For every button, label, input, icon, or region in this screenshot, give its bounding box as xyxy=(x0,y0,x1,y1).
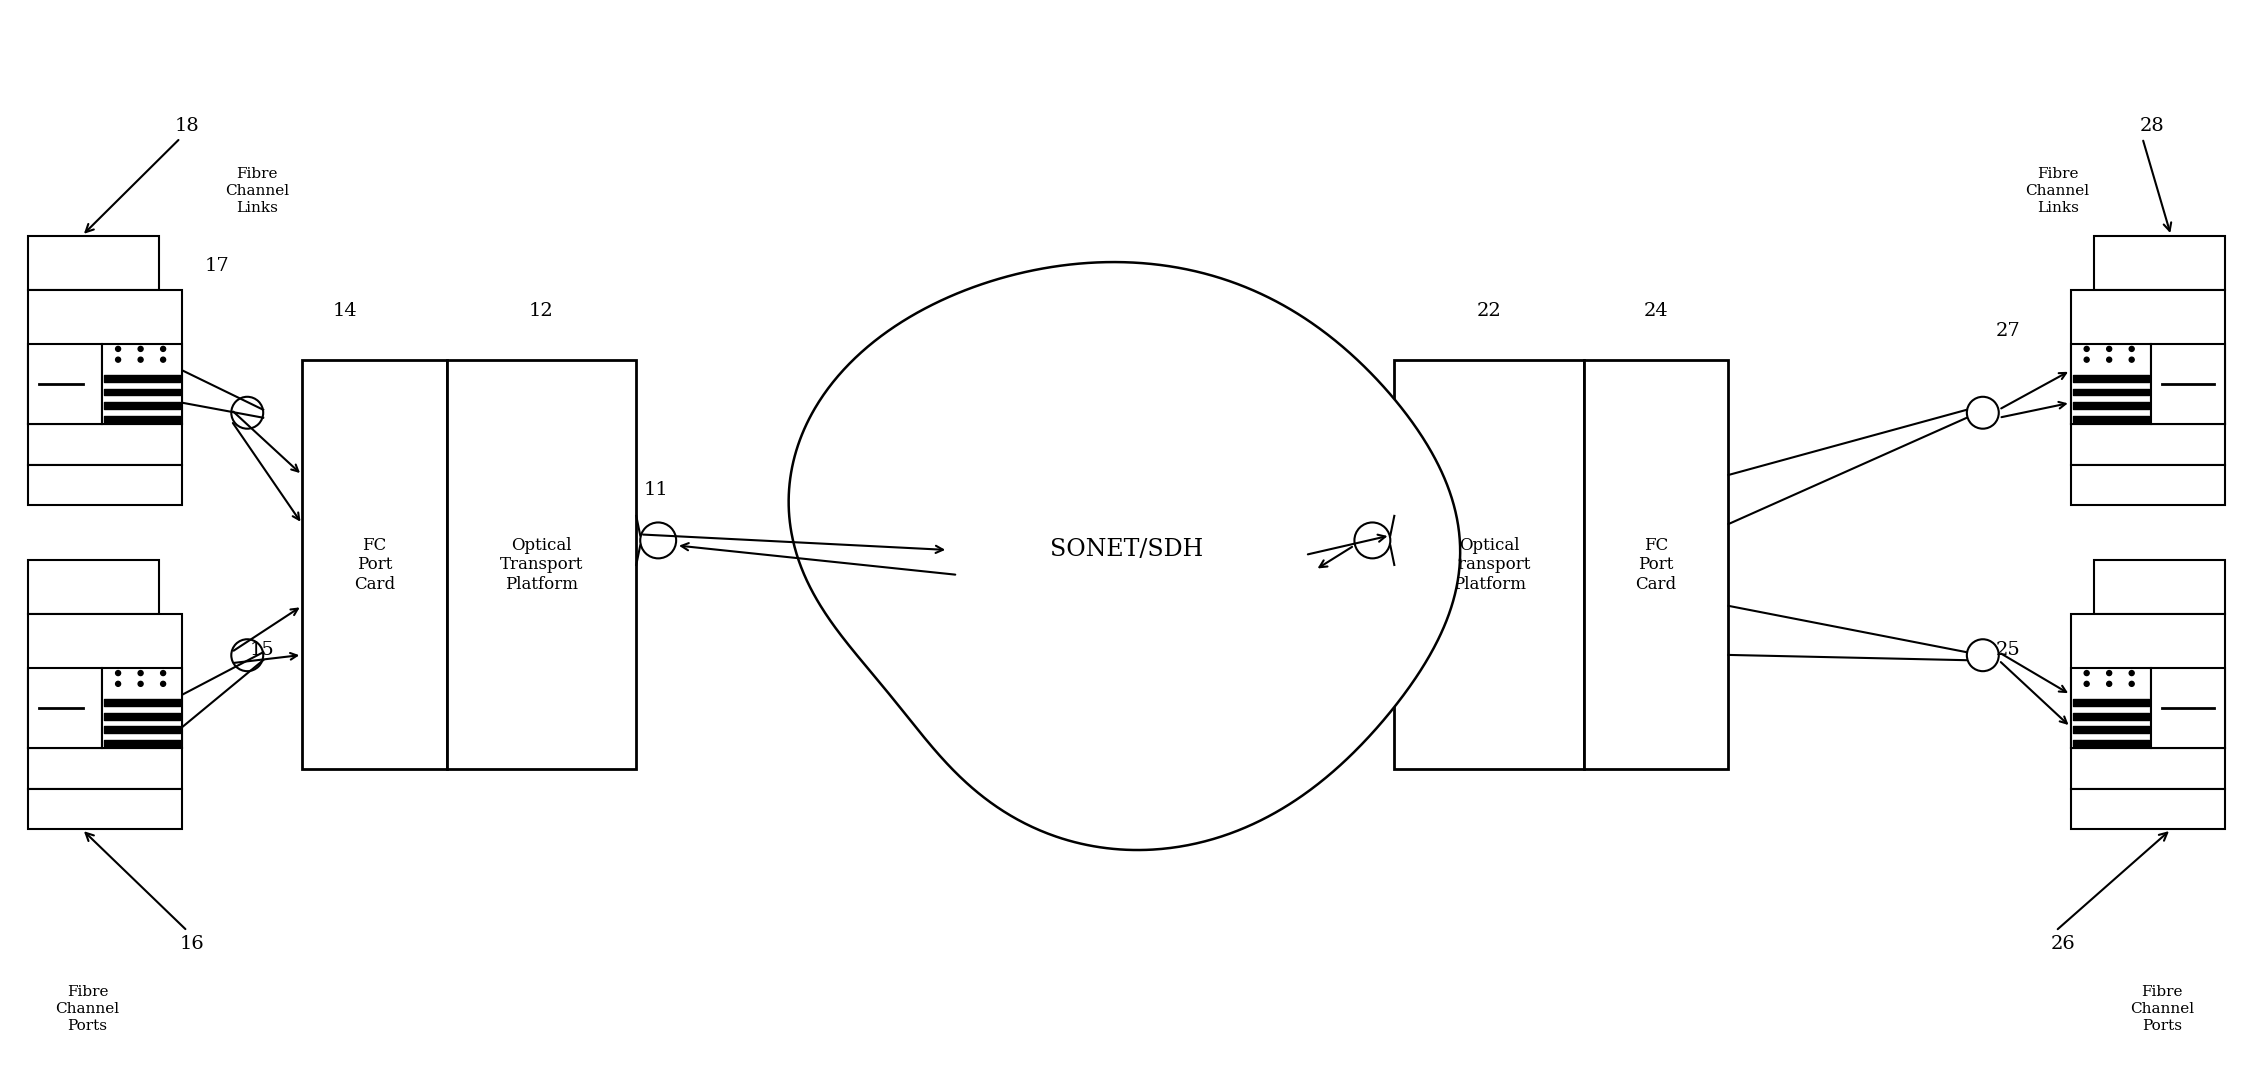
Bar xyxy=(27,424,182,464)
Text: 22: 22 xyxy=(1476,302,1500,319)
Bar xyxy=(2071,614,2226,749)
Bar xyxy=(27,668,101,749)
Bar xyxy=(2071,343,2152,424)
Circle shape xyxy=(115,358,122,362)
Text: 17: 17 xyxy=(205,257,230,275)
Bar xyxy=(27,614,182,749)
Text: 12: 12 xyxy=(529,302,554,319)
Bar xyxy=(446,361,635,770)
Bar xyxy=(2071,424,2226,464)
Bar xyxy=(2071,749,2226,789)
Bar xyxy=(101,668,182,749)
Polygon shape xyxy=(789,262,1460,850)
Text: FC
Port
Card: FC Port Card xyxy=(354,537,394,593)
Circle shape xyxy=(115,347,122,351)
Text: Optical
Transport
Platform: Optical Transport Platform xyxy=(1446,537,1530,593)
Text: FC
Port
Card: FC Port Card xyxy=(1636,537,1676,593)
Bar xyxy=(2071,668,2152,749)
Circle shape xyxy=(160,358,167,362)
Text: 18: 18 xyxy=(176,117,201,135)
Bar xyxy=(2071,789,2226,829)
Circle shape xyxy=(2107,670,2111,676)
Text: 15: 15 xyxy=(250,641,275,658)
Bar xyxy=(2093,235,2226,290)
Bar xyxy=(27,464,182,505)
Bar xyxy=(27,343,101,424)
Text: 26: 26 xyxy=(2050,935,2075,953)
Text: 25: 25 xyxy=(1996,641,2021,658)
Circle shape xyxy=(160,347,167,351)
Text: 14: 14 xyxy=(333,302,358,319)
Text: SONET/SDH: SONET/SDH xyxy=(1050,538,1203,561)
Circle shape xyxy=(115,681,122,687)
Circle shape xyxy=(2129,358,2134,362)
Bar xyxy=(2093,560,2226,614)
Circle shape xyxy=(2129,670,2134,676)
Text: 24: 24 xyxy=(1645,302,1669,319)
Circle shape xyxy=(2107,681,2111,687)
Circle shape xyxy=(2107,358,2111,362)
Text: Fibre
Channel
Ports: Fibre Channel Ports xyxy=(2131,984,2194,1033)
Bar xyxy=(2071,464,2226,505)
Circle shape xyxy=(2084,681,2089,687)
Circle shape xyxy=(160,681,167,687)
Circle shape xyxy=(2084,670,2089,676)
Circle shape xyxy=(160,670,167,676)
Text: 13: 13 xyxy=(1386,661,1410,679)
Text: Fibre
Channel
Links: Fibre Channel Links xyxy=(2025,167,2091,215)
Text: 27: 27 xyxy=(1996,322,2021,340)
Bar xyxy=(101,343,182,424)
Circle shape xyxy=(2084,358,2089,362)
Circle shape xyxy=(2129,347,2134,351)
Bar xyxy=(27,290,182,424)
Bar xyxy=(27,789,182,829)
Text: Optical
Transport
Platform: Optical Transport Platform xyxy=(500,537,584,593)
Circle shape xyxy=(137,681,144,687)
Bar xyxy=(1584,361,1728,770)
Text: Fibre
Channel
Links: Fibre Channel Links xyxy=(225,167,288,215)
Circle shape xyxy=(115,670,122,676)
Circle shape xyxy=(2129,681,2134,687)
Text: 11: 11 xyxy=(644,481,669,499)
Text: 28: 28 xyxy=(2140,117,2165,135)
Circle shape xyxy=(137,358,144,362)
Bar xyxy=(27,560,160,614)
Bar xyxy=(2152,343,2226,424)
Circle shape xyxy=(2084,347,2089,351)
Text: Fibre
Channel
Ports: Fibre Channel Ports xyxy=(56,984,119,1033)
Bar xyxy=(1395,361,1584,770)
Circle shape xyxy=(2107,347,2111,351)
Circle shape xyxy=(137,670,144,676)
Circle shape xyxy=(137,347,144,351)
Text: 16: 16 xyxy=(180,935,205,953)
Bar xyxy=(2071,290,2226,424)
Bar xyxy=(27,749,182,789)
Bar xyxy=(27,235,160,290)
Bar xyxy=(2152,668,2226,749)
Bar xyxy=(302,361,446,770)
Text: 10: 10 xyxy=(1084,277,1108,294)
